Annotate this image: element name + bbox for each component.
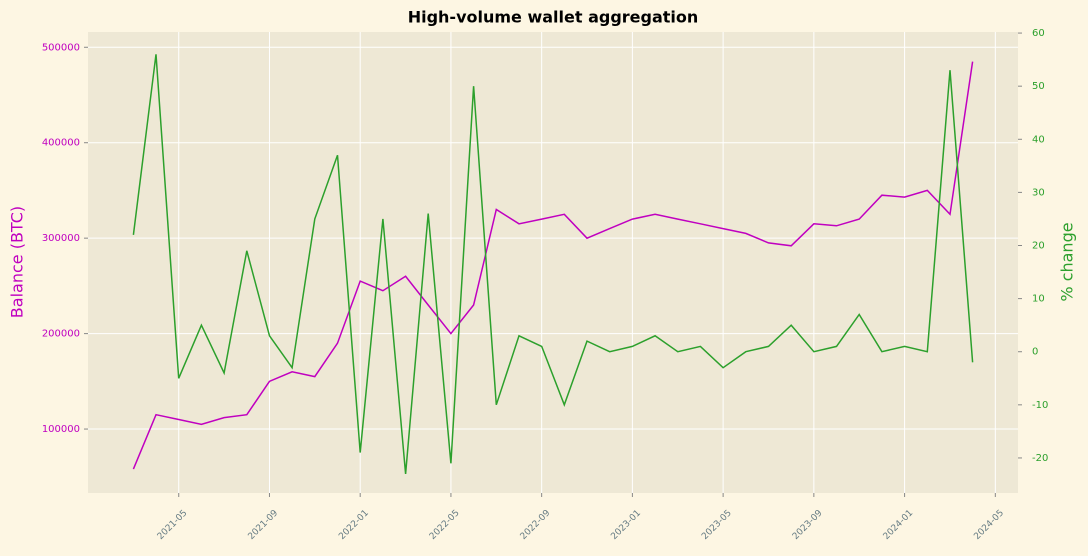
y-tick-label: 200000	[42, 329, 80, 340]
y-tick-label: 400000	[42, 138, 80, 149]
y2-tick-label: -10	[1032, 400, 1048, 411]
y-tick-label: 500000	[42, 42, 80, 53]
x-tick-label: 2024-05	[972, 508, 1006, 542]
y-tick-label: 100000	[42, 424, 80, 435]
series-line	[132, 61, 974, 470]
y2-tick-label: 10	[1032, 294, 1045, 305]
y2-tick-label: 60	[1032, 28, 1045, 39]
x-tick-label: 2021-09	[247, 508, 281, 542]
x-tick-label: 2023-09	[791, 508, 825, 542]
y-tick-label: 300000	[42, 233, 80, 244]
x-tick-label: 2023-01	[609, 508, 643, 542]
x-tick-label: 2022-01	[337, 508, 371, 542]
x-tick-label: 2021-05	[156, 508, 190, 542]
series-line	[132, 54, 974, 474]
y2-axis-label: % change	[1058, 222, 1077, 301]
x-tick-label: 2023-05	[700, 508, 734, 542]
plot-area	[88, 32, 1018, 493]
y2-tick-label: 20	[1032, 241, 1045, 252]
chart-title: High-volume wallet aggregation	[408, 8, 699, 27]
y-axis-label: Balance (BTC)	[8, 206, 27, 318]
y2-tick-label: 50	[1032, 81, 1045, 92]
y2-tick-label: 0	[1032, 347, 1038, 358]
x-tick-label: 2024-01	[882, 508, 916, 542]
y2-tick-label: -20	[1032, 453, 1048, 464]
y2-tick-label: 40	[1032, 134, 1045, 145]
y2-tick-label: 30	[1032, 187, 1045, 198]
x-tick-label: 2022-09	[519, 508, 553, 542]
x-tick-label: 2022-05	[428, 508, 462, 542]
